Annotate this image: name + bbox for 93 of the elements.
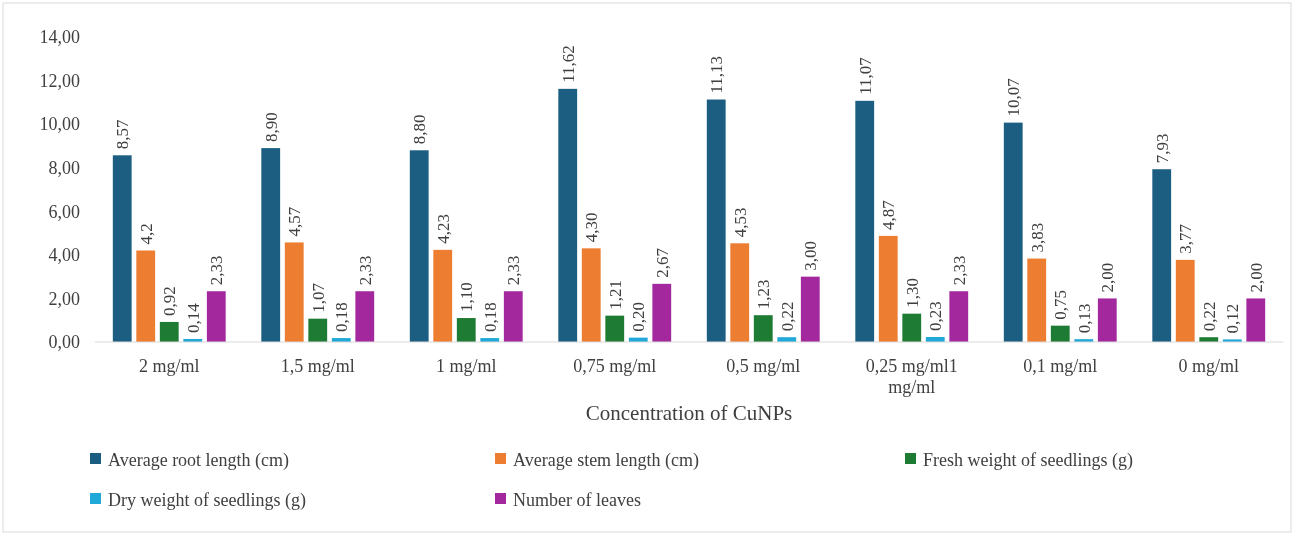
- data-label: 2,00: [1098, 262, 1118, 293]
- legend-label: Fresh weight of seedlings (g): [923, 450, 1133, 472]
- x-tick-label: 1,5 mg/ml: [280, 356, 355, 376]
- data-label: 11,07: [855, 56, 875, 95]
- y-tick-label: 8,00: [48, 158, 80, 179]
- data-label: 8,80: [410, 114, 430, 145]
- data-label: 0,12: [1223, 303, 1243, 334]
- data-label: 11,62: [558, 45, 578, 83]
- legend-label: Number of leaves: [513, 490, 641, 511]
- bar: [581, 248, 601, 342]
- data-label: 2,00: [1246, 262, 1266, 293]
- data-label: 7,93: [1152, 133, 1172, 164]
- data-label: 1,30: [902, 277, 922, 308]
- bar: [433, 249, 453, 342]
- y-tick-label: 12,00: [39, 70, 80, 91]
- bar: [159, 321, 179, 342]
- data-label: 2,67: [652, 247, 672, 278]
- data-label: 0,22: [777, 301, 797, 332]
- y-tick-label: 4,00: [48, 245, 80, 266]
- data-label: 4,53: [730, 207, 750, 238]
- bar: [1003, 122, 1023, 342]
- data-label: 3,83: [1027, 222, 1047, 253]
- data-label: 4,23: [433, 214, 453, 244]
- bar: [652, 283, 672, 342]
- bar: [855, 100, 875, 342]
- bar: [1027, 258, 1047, 342]
- x-tick-label: 0,75 mg/ml: [573, 356, 657, 376]
- data-label: 1,21: [605, 279, 625, 310]
- data-label: 8,57: [113, 119, 133, 150]
- data-label: 10,07: [1004, 77, 1024, 117]
- data-label: 1,07: [308, 282, 328, 313]
- bar: [1097, 298, 1117, 342]
- y-tick-label: 6,00: [48, 201, 80, 222]
- bar: [753, 315, 773, 342]
- data-label: 0,14: [183, 302, 203, 333]
- x-tick-label: 0 mg/ml: [1178, 356, 1240, 376]
- bar: [558, 88, 578, 342]
- data-label: 2,33: [207, 255, 227, 286]
- y-tick-label: 10,00: [39, 114, 80, 135]
- data-label: 3,77: [1176, 223, 1196, 254]
- bar: [1152, 169, 1172, 342]
- data-label: 0,13: [1074, 303, 1094, 334]
- data-label: 4,87: [879, 199, 899, 230]
- bar: [261, 148, 281, 342]
- bar: [136, 250, 156, 342]
- bar: [800, 276, 820, 342]
- data-label: 4,57: [285, 206, 305, 237]
- x-tick-label: 2 mg/ml: [138, 356, 200, 376]
- legend-label: Average stem length (cm): [513, 450, 700, 472]
- bar: [1246, 298, 1266, 342]
- bar: [605, 315, 625, 342]
- bar: [112, 155, 132, 342]
- y-tick-label: 0,00: [48, 332, 80, 353]
- data-label: 2,33: [355, 255, 375, 286]
- legend-label: Dry weight of seedlings (g): [108, 490, 306, 512]
- data-label: 0,23: [926, 301, 946, 331]
- bar: [284, 242, 304, 342]
- data-label: 2,33: [949, 255, 969, 286]
- data-label: 1,10: [457, 282, 477, 313]
- data-label: 4,30: [582, 212, 602, 243]
- bar: [355, 291, 375, 342]
- data-label: 0,18: [332, 302, 352, 333]
- data-label: 0,18: [480, 302, 500, 333]
- data-label: 2,33: [504, 255, 524, 286]
- x-tick-label: 1 mg/ml: [435, 356, 497, 376]
- data-label: 0,22: [1199, 301, 1219, 332]
- bar: [1050, 325, 1070, 342]
- data-label: 8,90: [261, 112, 281, 143]
- x-tick-label: 0,1 mg/ml: [1023, 356, 1098, 376]
- x-axis-title: Concentration of CuNPs: [585, 401, 793, 425]
- data-label: 11,13: [707, 55, 727, 94]
- bar: [456, 318, 476, 342]
- data-label: 3,00: [801, 240, 821, 271]
- bar: [409, 150, 429, 342]
- y-tick-label: 14,00: [39, 27, 80, 48]
- data-label: 0,20: [629, 301, 649, 332]
- bar: [1175, 259, 1195, 342]
- bar: [902, 313, 922, 342]
- bar: [949, 291, 969, 342]
- bar: [308, 318, 328, 342]
- bar: [706, 99, 726, 342]
- data-label: 4,2: [136, 223, 156, 245]
- data-label: 0,92: [160, 286, 180, 316]
- data-label: 1,23: [754, 279, 774, 310]
- x-tick-label: 0,5 mg/ml: [726, 356, 801, 376]
- bar: [730, 243, 750, 342]
- legend-label: Average root length (cm): [108, 450, 290, 472]
- x-tick-label: 0,25 mg/ml1 mg/ml: [865, 356, 958, 397]
- bar: [878, 235, 898, 342]
- y-tick-label: 2,00: [48, 288, 80, 309]
- bar: [503, 291, 523, 342]
- data-label: 0,75: [1051, 289, 1071, 320]
- bar: [206, 291, 226, 342]
